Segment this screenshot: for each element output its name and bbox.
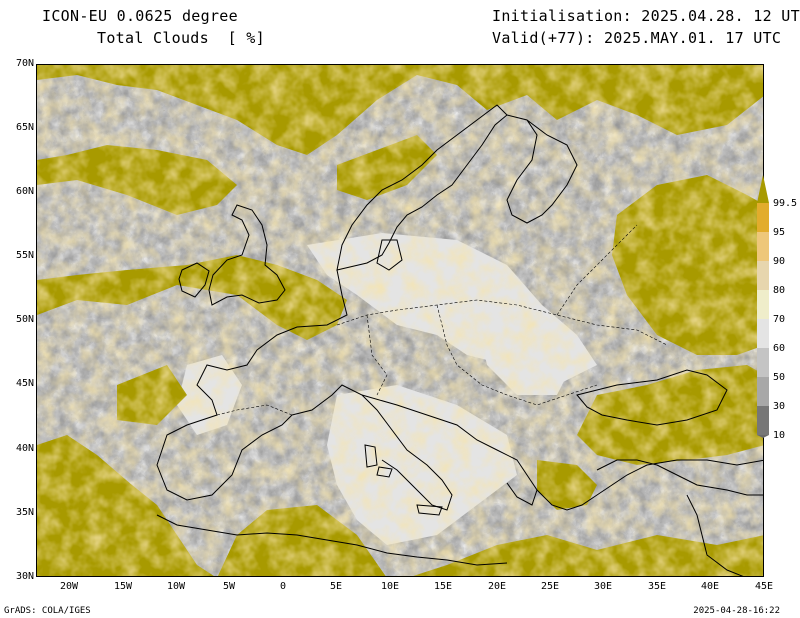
- colorbar-swatch: [757, 290, 769, 319]
- lat-tick-label: 40N: [15, 443, 34, 454]
- lat-tick-label: 30N: [15, 571, 34, 582]
- colorbar-label: 30: [773, 401, 786, 412]
- lat-tick-label: 45N: [15, 378, 34, 389]
- lon-tick-label: 5W: [222, 581, 236, 592]
- colorbar-label: 60: [773, 343, 786, 354]
- render-timestamp: 2025-04-28-16:22: [693, 606, 780, 616]
- lon-tick-label: 20E: [487, 581, 507, 592]
- colorbar-label: 50: [773, 372, 786, 383]
- lon-tick-label: 5E: [329, 581, 343, 592]
- lon-tick-label: 15E: [433, 581, 453, 592]
- colorbar-swatch: [757, 348, 769, 377]
- field-title: Total Clouds [ %]: [97, 29, 265, 47]
- valid-time: Valid(+77): 2025.MAY.01. 17 UTC: [492, 29, 782, 47]
- colorbar-swatch: [757, 232, 769, 261]
- lat-tick-label: 65N: [15, 122, 34, 133]
- colorbar-top-arrow: [757, 175, 769, 203]
- lon-tick-label: 35E: [647, 581, 667, 592]
- lat-tick-label: 70N: [15, 58, 34, 69]
- colorbar-bottom-arrow: [757, 435, 769, 438]
- country-borders: [216, 224, 668, 416]
- lat-tick-label: 35N: [15, 507, 34, 518]
- colorbar-label: 99.5: [773, 198, 798, 209]
- lon-tick-label: 40E: [700, 581, 720, 592]
- init-time: Initialisation: 2025.04.28. 12 UTC: [492, 7, 800, 25]
- lon-tick-label: 15W: [113, 581, 133, 592]
- colorbar-label: 95: [773, 227, 786, 238]
- model-title: ICON-EU 0.0625 degree: [42, 7, 238, 25]
- lat-tick-label: 60N: [15, 186, 34, 197]
- colorbar-label: 10: [773, 430, 786, 441]
- colorbar-swatch: [757, 319, 769, 348]
- colorbar-swatch: [757, 406, 769, 435]
- lon-tick-label: 20W: [59, 581, 79, 592]
- colorbar-swatch: [757, 377, 769, 406]
- lat-tick-label: 50N: [15, 314, 34, 325]
- map-canvas: [37, 65, 763, 576]
- colorbar-label: 70: [773, 314, 786, 325]
- partial-cloud-texture: [37, 65, 763, 576]
- cloud-cover-map: [36, 64, 764, 577]
- colorbar-swatch: [757, 261, 769, 290]
- lon-tick-label: 45E: [754, 581, 774, 592]
- colorbar-label: 90: [773, 256, 786, 267]
- colorbar-swatch: [757, 203, 769, 232]
- grads-credit: GrADS: COLA/IGES: [4, 606, 91, 616]
- colorbar-label: 80: [773, 285, 786, 296]
- lon-tick-label: 25E: [540, 581, 560, 592]
- coastlines: [156, 104, 763, 576]
- lon-tick-label: 30E: [593, 581, 613, 592]
- colorbar: [757, 175, 769, 438]
- lon-tick-label: 10W: [166, 581, 186, 592]
- lat-tick-label: 55N: [15, 250, 34, 261]
- lon-tick-label: 10E: [380, 581, 400, 592]
- lon-tick-label: 0: [279, 581, 287, 592]
